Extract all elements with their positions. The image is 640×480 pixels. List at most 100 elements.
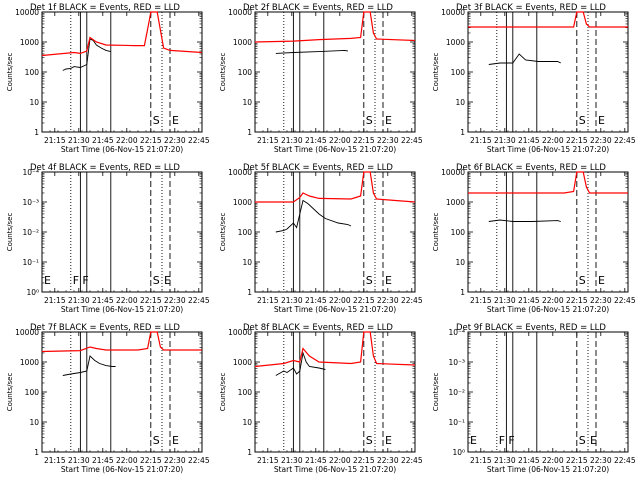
x-axis-label: Start Time (06-Nov-15 21:07:20) — [487, 145, 609, 154]
y-tick-label: 10⁰ — [452, 448, 465, 457]
x-axis-label: Start Time (06-Nov-15 21:07:20) — [487, 465, 609, 474]
y-tick-label: 10⁻³ — [22, 198, 39, 207]
x-tick-label: 21:45 — [305, 456, 327, 465]
x-axis-label: Start Time (06-Nov-15 21:07:20) — [274, 465, 396, 474]
x-tick-label: 21:15 — [257, 296, 279, 305]
x-tick-label: 21:30 — [494, 456, 516, 465]
flag-label: S — [153, 434, 160, 447]
y-tick-label: 10⁰ — [26, 288, 39, 297]
y-axis-label: Counts/sec — [219, 53, 227, 92]
x-tick-label: 22:45 — [188, 296, 210, 305]
y-tick-label: 1000 — [233, 198, 252, 207]
y-tick-label: 10000 — [15, 328, 39, 337]
y-axis-label: Counts/sec — [432, 53, 440, 92]
flag-label: S — [366, 274, 373, 287]
events-series-line — [275, 49, 348, 54]
y-tick-label: 10000 — [15, 8, 39, 17]
x-axis-label: Start Time (06-Nov-15 21:07:20) — [274, 305, 396, 314]
y-tick-label: 10 — [242, 258, 252, 267]
flag-label: S — [153, 114, 160, 127]
y-tick-label: 10⁻⁴ — [22, 168, 39, 177]
flag-label: S — [579, 274, 586, 287]
y-tick-label: 10⁻² — [22, 228, 39, 237]
x-tick-label: 21:30 — [494, 136, 516, 145]
y-tick-label: 100 — [238, 68, 253, 77]
y-tick-label: 1000 — [233, 358, 252, 367]
chart-panel-9: Det 9f BLACK = Events, RED = LLD 10⁰ 10⁻¹ 1… — [432, 323, 636, 474]
x-tick-label: 21:15 — [470, 136, 492, 145]
y-tick-label: 10000 — [228, 168, 252, 177]
x-tick-label: 21:30 — [281, 456, 303, 465]
x-axis-label: Start Time (06-Nov-15 21:07:20) — [487, 305, 609, 314]
y-tick-label: 1000 — [446, 38, 465, 47]
x-tick-label: 22:45 — [401, 296, 423, 305]
chart-title: Det 2f BLACK = Events, RED = LLD — [243, 3, 393, 13]
x-tick-label: 22:30 — [377, 296, 399, 305]
x-tick-label: 22:00 — [329, 456, 351, 465]
x-tick-label: 22:00 — [542, 136, 564, 145]
x-tick-label: 22:00 — [542, 456, 564, 465]
y-tick-label: 10 — [455, 258, 465, 267]
y-tick-label: 100 — [451, 68, 466, 77]
flag-label: F — [73, 274, 79, 287]
y-tick-label: 10⁻³ — [448, 358, 465, 367]
flag-label: E — [385, 434, 392, 447]
x-tick-label: 22:30 — [377, 136, 399, 145]
flag-label: E — [172, 434, 179, 447]
y-tick-label: 100 — [25, 388, 40, 397]
x-tick-label: 22:45 — [188, 456, 210, 465]
chart-title: Det 5f BLACK = Events, RED = LLD — [243, 163, 393, 173]
x-tick-label: 22:15 — [353, 456, 375, 465]
chart-panel-7: Det 7f BLACK = Events, RED = LLD 1 10 100 10… — [6, 323, 210, 474]
flag-label: S — [366, 114, 373, 127]
x-tick-label: 21:15 — [44, 456, 66, 465]
corner-label: E — [44, 274, 51, 287]
y-tick-label: 100 — [238, 388, 253, 397]
x-tick-label: 21:30 — [68, 456, 90, 465]
events-series-line — [488, 53, 561, 65]
x-tick-label: 21:45 — [518, 456, 540, 465]
x-tick-label: 22:00 — [116, 136, 138, 145]
y-tick-label: 10⁻¹ — [448, 418, 465, 427]
chart-title: Det 8f BLACK = Events, RED = LLD — [243, 323, 393, 333]
flag-label: S — [366, 434, 373, 447]
flag-label: E — [385, 114, 392, 127]
x-tick-label: 22:15 — [140, 456, 162, 465]
x-tick-label: 21:45 — [518, 136, 540, 145]
y-tick-label: 10 — [29, 418, 39, 427]
x-tick-label: 21:15 — [470, 296, 492, 305]
x-tick-label: 22:30 — [590, 296, 612, 305]
chart-panel-6: Det 6f BLACK = Events, RED = LLD 1 10 100 10… — [432, 163, 636, 314]
y-tick-label: 100 — [238, 228, 253, 237]
chart-title: Det 4f BLACK = Events, RED = LLD — [30, 163, 180, 173]
x-tick-label: 22:45 — [614, 456, 636, 465]
x-axis-label: Start Time (06-Nov-15 21:07:20) — [274, 145, 396, 154]
x-tick-label: 22:15 — [353, 136, 375, 145]
y-tick-label: 1 — [34, 448, 39, 457]
flag-label: F — [499, 434, 505, 447]
lld-series-line — [41, 11, 203, 57]
plot-frame — [467, 331, 629, 453]
y-tick-label: 10000 — [228, 328, 252, 337]
chart-panel-3: Det 3f BLACK = Events, RED = LLD 1 10 100 10… — [432, 3, 636, 154]
lld-series-line — [254, 331, 416, 368]
y-tick-label: 10000 — [228, 8, 252, 17]
lld-series-line — [468, 11, 628, 28]
chart-panel-8: Det 8f BLACK = Events, RED = LLD 1 10 100 10… — [219, 323, 423, 474]
x-tick-label: 22:00 — [116, 456, 138, 465]
flag-label: E — [164, 274, 171, 287]
lld-series-line — [255, 171, 416, 203]
chart-title: Det 7f BLACK = Events, RED = LLD — [30, 323, 180, 333]
flag-label: S — [579, 434, 586, 447]
y-tick-label: 10⁻¹ — [22, 258, 39, 267]
x-tick-label: 22:45 — [614, 136, 636, 145]
flag-label: F — [82, 274, 88, 287]
x-tick-label: 22:15 — [566, 296, 588, 305]
y-tick-label: 1 — [34, 128, 39, 137]
x-tick-label: 22:30 — [164, 136, 186, 145]
y-tick-label: 1 — [247, 448, 252, 457]
x-tick-label: 22:15 — [353, 296, 375, 305]
y-tick-label: 1000 — [446, 198, 465, 207]
flag-label: S — [153, 274, 160, 287]
y-tick-label: 10 — [242, 418, 252, 427]
